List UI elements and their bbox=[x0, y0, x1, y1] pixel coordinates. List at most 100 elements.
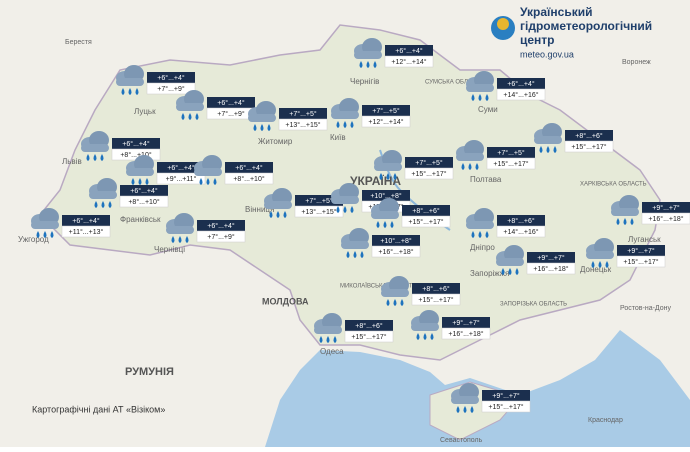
rain-drop bbox=[379, 173, 383, 180]
header-title: Український bbox=[520, 5, 592, 19]
cloud bbox=[116, 78, 144, 86]
night-box bbox=[402, 205, 450, 216]
rain-drop bbox=[93, 154, 97, 161]
cloud bbox=[456, 153, 484, 161]
day-temperature: +16°...+18° bbox=[533, 265, 568, 273]
forecast-station: +9°...+7° +16°...+18° bbox=[496, 245, 576, 275]
rain-drop bbox=[269, 211, 273, 218]
place-label: Луцьк bbox=[134, 107, 156, 116]
night-temperature: +9°...+7° bbox=[652, 204, 680, 212]
night-box bbox=[405, 157, 453, 168]
forecast-station: +6°...+4° +9°...+11° bbox=[126, 155, 206, 185]
cloud bbox=[354, 51, 382, 59]
rain-drop bbox=[333, 336, 337, 343]
rain-drop bbox=[539, 146, 543, 153]
rain-drop bbox=[108, 201, 112, 208]
cloud bbox=[466, 221, 494, 229]
night-temperature: +10°...+8° bbox=[370, 192, 401, 200]
rain-drop bbox=[86, 154, 90, 161]
day-temperature: +11°...+13° bbox=[69, 228, 104, 236]
rain-drop bbox=[485, 231, 489, 238]
rain-drop bbox=[195, 113, 199, 120]
rain-drop bbox=[253, 124, 257, 131]
night-box bbox=[197, 220, 245, 231]
rain-drop bbox=[591, 261, 595, 268]
day-temperature: +15°...+17° bbox=[418, 296, 453, 304]
rain-drop bbox=[145, 178, 149, 185]
day-temperature: +8°...+10° bbox=[233, 175, 264, 183]
rain-drop bbox=[430, 333, 434, 340]
rain-drop bbox=[343, 121, 347, 128]
rain-drop bbox=[623, 218, 627, 225]
place-label: Севастополь bbox=[440, 437, 483, 444]
night-temperature: +6°...+4° bbox=[122, 140, 150, 148]
forecast-station: +7°...+5° +13°...+15° bbox=[264, 188, 344, 218]
day-box bbox=[119, 195, 169, 208]
rain-drop bbox=[366, 61, 370, 68]
night-temperature: +7°...+5° bbox=[497, 149, 525, 157]
night-temperature: +6°...+4° bbox=[507, 80, 535, 88]
night-box bbox=[372, 235, 420, 246]
forecast-station: +9°...+7° +15°...+17° bbox=[451, 383, 531, 413]
day-box bbox=[496, 225, 546, 238]
rain-drop bbox=[185, 236, 189, 243]
day-box bbox=[486, 157, 536, 170]
cloud bbox=[126, 168, 154, 176]
place-label: Донецьк bbox=[580, 265, 612, 274]
place-label: Вінниця bbox=[245, 205, 274, 214]
place-label: СУМСЬКА ОБЛАСТЬ bbox=[425, 80, 484, 86]
header-title: центр bbox=[520, 33, 555, 47]
rain-drop bbox=[260, 124, 264, 131]
rain-drop bbox=[171, 236, 175, 243]
day-box bbox=[196, 230, 246, 243]
forecast-station: +8°...+6° +15°...+17° bbox=[314, 313, 394, 343]
rain-drop bbox=[360, 251, 364, 258]
forecast-station: +8°...+6° +15°...+17° bbox=[371, 198, 451, 228]
place-label: Ужгород bbox=[18, 235, 49, 244]
rain-drop bbox=[199, 178, 203, 185]
rain-drop bbox=[478, 94, 482, 101]
day-temperature: +13°...+15° bbox=[301, 208, 336, 216]
night-box bbox=[497, 78, 545, 89]
night-temperature: +9°...+7° bbox=[537, 254, 565, 262]
place-label: ЗАПОРІЗЬКА ОБЛАСТЬ bbox=[500, 302, 567, 308]
day-box bbox=[526, 262, 576, 275]
rain-drop bbox=[478, 231, 482, 238]
night-box bbox=[527, 252, 575, 263]
cloud bbox=[451, 396, 479, 404]
forecast-station: +9°...+7° +16°...+18° bbox=[611, 195, 690, 225]
night-temperature: +6°...+4° bbox=[235, 164, 263, 172]
rain-drop bbox=[471, 94, 475, 101]
place-label: ХАРКІВСЬКА ОБЛАСТЬ bbox=[580, 182, 647, 188]
night-box bbox=[120, 185, 168, 196]
day-temperature: +8°...+10° bbox=[128, 198, 159, 206]
cloud bbox=[496, 258, 524, 266]
rain-drop bbox=[213, 178, 217, 185]
rain-drop bbox=[206, 178, 210, 185]
rain-drop bbox=[463, 406, 467, 413]
night-box bbox=[295, 195, 343, 206]
place-label: Краснодар bbox=[588, 417, 623, 424]
place-label: Житомир bbox=[258, 137, 293, 146]
rain-drop bbox=[386, 299, 390, 306]
rain-drop bbox=[128, 88, 132, 95]
rain-drop bbox=[383, 221, 387, 228]
forecast-station: +7°...+5° +15°...+17° bbox=[456, 140, 536, 170]
day-box bbox=[404, 167, 454, 180]
place-label: Чернівці bbox=[154, 245, 185, 254]
day-box bbox=[61, 225, 111, 238]
night-temperature: +8°...+6° bbox=[507, 217, 535, 225]
cloud bbox=[341, 241, 369, 249]
cloud bbox=[466, 84, 494, 92]
night-box bbox=[497, 215, 545, 226]
day-temperature: +12°...+14° bbox=[368, 118, 403, 126]
forecast-station: +6°...+4° +8°...+10° bbox=[89, 178, 169, 208]
cloud bbox=[176, 103, 204, 111]
rain-drop bbox=[43, 231, 47, 238]
rain-drop bbox=[376, 221, 380, 228]
cloud bbox=[166, 226, 194, 234]
day-temperature: +12°...+14° bbox=[391, 58, 426, 66]
cloud bbox=[411, 323, 439, 331]
day-temperature: +16°...+18° bbox=[648, 215, 683, 223]
cloud bbox=[586, 251, 614, 259]
